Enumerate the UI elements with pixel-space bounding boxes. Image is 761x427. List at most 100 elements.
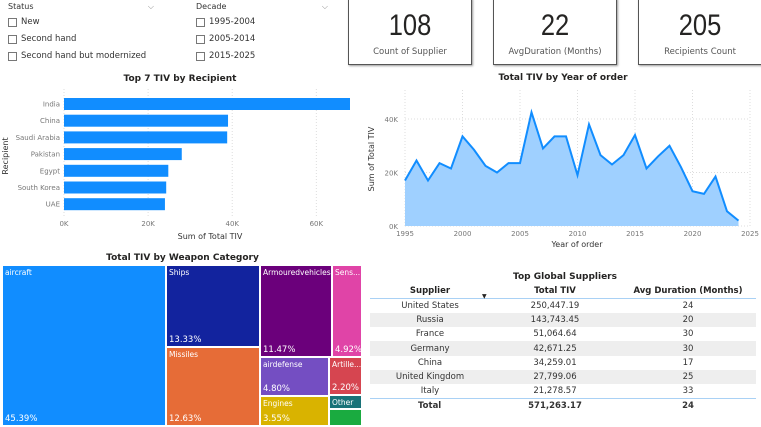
- avg-duration-cell: 33: [682, 386, 694, 397]
- total-duration: 24: [682, 400, 694, 411]
- bar-chart-title: Top 7 TIV by Recipient: [123, 74, 237, 84]
- total-tiv-cell: 21,278.57: [533, 386, 577, 397]
- avg-duration-cell: 30: [682, 329, 694, 340]
- y-tick-label: 0K: [389, 223, 398, 231]
- supplier-cell: Russia: [370, 312, 490, 328]
- decade-option-1995[interactable]: 1995-2004: [196, 16, 328, 28]
- status-option-second-hand-modernized[interactable]: Second hand but modernized: [8, 50, 154, 62]
- treemap-tile[interactable]: Sens... 4.92%: [332, 265, 362, 357]
- y-axis-label: Sum of Total TIV: [367, 126, 376, 191]
- decade-slicer-title: Decade: [196, 2, 227, 11]
- checkbox[interactable]: [8, 34, 17, 44]
- table-row[interactable]: United States 250,447.19 24: [370, 299, 756, 313]
- area-fill: [405, 112, 739, 226]
- sort-descending-icon[interactable]: ▼: [482, 293, 487, 300]
- avg-duration-cell: 24: [682, 300, 694, 311]
- decade-option-2015[interactable]: 2015-2025: [196, 50, 328, 62]
- table-row[interactable]: Italy 21,278.57 33: [370, 384, 756, 398]
- avg-duration-cell: 17: [682, 357, 694, 368]
- bar: [64, 148, 182, 161]
- chevron-down-icon[interactable]: ⌵: [321, 2, 328, 11]
- recipients-count-card: 205 Recipients Count: [638, 0, 761, 65]
- total-tiv-cell: 143,743.45: [490, 312, 620, 328]
- tile-label: Sens...: [335, 268, 361, 277]
- total-label: Total: [418, 400, 442, 411]
- tile-label: aircraft: [5, 268, 32, 277]
- avg-duration-cell: 25: [620, 369, 756, 385]
- table-row[interactable]: France 51,064.64 30: [370, 327, 756, 341]
- treemap-tile[interactable]: Ships 13.33%: [166, 265, 260, 347]
- status-option-new[interactable]: New: [8, 16, 154, 28]
- treemap-tile[interactable]: Artille... 2.20%: [329, 357, 362, 395]
- checkbox[interactable]: [8, 51, 17, 61]
- avg-duration-cell: 20: [620, 312, 756, 328]
- checkbox[interactable]: [8, 17, 17, 27]
- total-tiv: 571,263.17: [528, 400, 582, 411]
- option-label: Second hand: [21, 34, 77, 44]
- tiv-by-year-area-chart: 0K 20K 40K 1995 2000 2005 2010 2015 2020 2025 Year…: [367, 90, 759, 249]
- table-row[interactable]: China 34,259.01 17: [370, 356, 756, 370]
- x-tick-label: 20K: [141, 220, 155, 228]
- y-tick-label: India: [43, 101, 60, 109]
- x-tick-label: 2005: [511, 230, 529, 238]
- x-tick-label: 1995: [396, 230, 414, 238]
- tile-percent: 13.33%: [169, 335, 202, 345]
- option-label: Second hand but modernized: [21, 51, 147, 61]
- table-title: Top Global Suppliers: [513, 272, 617, 282]
- card-value: 108: [388, 9, 432, 42]
- bar: [64, 131, 228, 144]
- tile-label: Artille...: [332, 360, 362, 369]
- header-label: Total TIV: [534, 286, 576, 296]
- bar: [64, 98, 350, 110]
- treemap-tile[interactable]: Engines 3.55%: [260, 396, 329, 426]
- checkbox[interactable]: [196, 17, 205, 27]
- suppliers-table: Supplier ▼ Total TIV Avg Duration (Months…: [370, 284, 756, 413]
- chevron-down-icon[interactable]: ⌵: [147, 2, 154, 11]
- tile-percent: 45.39%: [5, 414, 38, 424]
- card-value: 22: [540, 9, 570, 42]
- column-header-supplier[interactable]: Supplier: [409, 286, 451, 296]
- column-header-total-tiv[interactable]: ▼ Total TIV: [482, 284, 620, 300]
- y-axis-label: Recipient: [1, 137, 10, 174]
- bar: [64, 198, 165, 211]
- x-tick-label: 2000: [454, 230, 472, 238]
- total-tiv-cell: 27,799.06: [490, 369, 620, 385]
- bar: [64, 114, 229, 127]
- treemap-tile[interactable]: aircraft 45.39%: [2, 265, 166, 426]
- x-axis-label: Sum of Total TIV: [178, 232, 243, 241]
- card-label: AvgDuration (Months): [508, 47, 602, 57]
- status-option-second-hand[interactable]: Second hand: [8, 33, 154, 45]
- y-tick-label: UAE: [46, 201, 60, 209]
- decade-option-2005[interactable]: 2005-2014: [196, 33, 328, 45]
- treemap-tile[interactable]: [329, 409, 362, 426]
- tile-percent: 4.92%: [335, 345, 363, 355]
- treemap-tile[interactable]: Armouredvehicles 11.47%: [260, 265, 332, 357]
- treemap-tile[interactable]: Other: [329, 395, 362, 409]
- x-tick-label: 2010: [569, 230, 587, 238]
- x-axis-label: Year of order: [550, 240, 603, 249]
- treemap-title: Total TIV by Weapon Category: [106, 253, 259, 263]
- option-label: 1995-2004: [209, 17, 256, 27]
- weapon-category-treemap: aircraft 45.39% Ships 13.33% Missiles 12.63% A…: [2, 265, 362, 426]
- table-row[interactable]: Germany 42,671.25 30: [370, 341, 756, 356]
- y-tick-label: Saudi Arabia: [16, 134, 60, 142]
- column-header-avg-duration[interactable]: Avg Duration (Months): [633, 286, 743, 296]
- y-tick-label: 40K: [385, 116, 399, 124]
- x-tick-label: 2015: [626, 230, 644, 238]
- option-label: 2015-2025: [209, 51, 256, 61]
- card-value: 205: [678, 9, 722, 42]
- table-row[interactable]: Russia 143,743.45 20: [370, 312, 756, 328]
- total-tiv-cell: 42,671.25: [490, 341, 620, 356]
- tile-label: Other: [332, 398, 354, 407]
- treemap-tile[interactable]: airdefense 4.80%: [260, 357, 329, 396]
- supplier-cell: United Kingdom: [370, 369, 490, 385]
- checkbox[interactable]: [196, 51, 205, 61]
- avg-duration-card: 22 AvgDuration (Months): [493, 0, 617, 65]
- table-row[interactable]: United Kingdom 27,799.06 25: [370, 369, 756, 385]
- checkbox[interactable]: [196, 34, 205, 44]
- y-tick-label: Egypt: [40, 167, 60, 175]
- y-tick-label: China: [40, 117, 60, 125]
- treemap-tile[interactable]: Missiles 12.63%: [166, 347, 260, 426]
- x-tick-label: 40K: [225, 220, 239, 228]
- supplier-cell: Italy: [420, 386, 440, 397]
